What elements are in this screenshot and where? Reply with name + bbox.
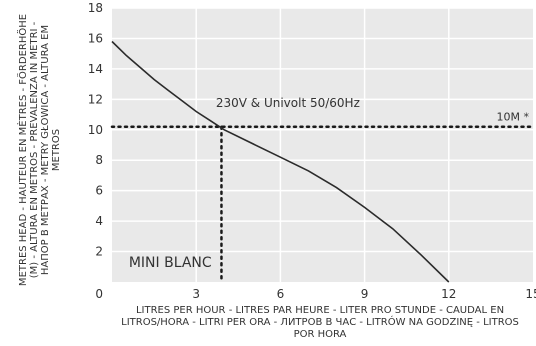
y-tick-label: 12 bbox=[88, 92, 103, 106]
y-tick-label: 14 bbox=[88, 62, 103, 76]
x-tick-label: 15 bbox=[525, 287, 536, 301]
annotations: 230V & Univolt 50/60Hz MINI BLANC bbox=[129, 96, 360, 271]
plot-area bbox=[112, 8, 533, 282]
y-tick-labels: 2 4 6 8 10 12 14 16 18 bbox=[88, 1, 103, 259]
reference-lines: 10M * bbox=[110, 111, 535, 284]
y-tick-label: 2 bbox=[95, 245, 103, 259]
y-tick-label: 10 bbox=[88, 123, 103, 137]
origin-tick-label: 0 bbox=[95, 287, 103, 301]
y-axis-label: METRES HEAD - HAUTEUR EN MÈTRES - FÖRDER… bbox=[18, 13, 62, 287]
x-tick-label: 3 bbox=[192, 287, 200, 301]
y-tick-label: 16 bbox=[88, 31, 103, 45]
y-tick-label: 6 bbox=[95, 184, 103, 198]
y-axis-label-container: METRES HEAD - HAUTEUR EN MÈTRES - FÖRDER… bbox=[0, 0, 80, 300]
performance-curve bbox=[111, 40, 450, 283]
x-tick-labels: 0 3 6 9 12 15 bbox=[95, 287, 536, 301]
y-tick-label: 8 bbox=[95, 153, 103, 167]
y-tick-label: 4 bbox=[95, 214, 103, 228]
model-name-label: MINI BLANC bbox=[129, 255, 212, 271]
grid-lines bbox=[112, 7, 533, 282]
head-reference-label: 10M * bbox=[497, 111, 530, 124]
x-tick-label: 6 bbox=[277, 287, 285, 301]
x-tick-label: 9 bbox=[361, 287, 369, 301]
x-axis-label: LITRES PER HOUR - LITRES PAR HEURE - LIT… bbox=[121, 305, 519, 340]
y-tick-label: 18 bbox=[88, 1, 103, 15]
x-tick-label: 12 bbox=[441, 287, 456, 301]
voltage-label: 230V & Univolt 50/60Hz bbox=[216, 96, 360, 110]
